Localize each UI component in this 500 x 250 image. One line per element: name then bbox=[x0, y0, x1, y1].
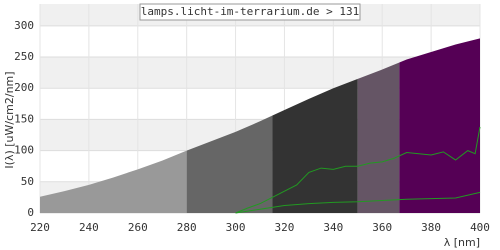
y-tick-label: 300 bbox=[14, 19, 34, 32]
spectrum-band bbox=[399, 38, 480, 214]
y-tick-label: 100 bbox=[14, 144, 34, 157]
y-tick-label: 150 bbox=[14, 112, 34, 125]
x-tick-label: 260 bbox=[128, 221, 148, 234]
y-tick-label: 50 bbox=[21, 175, 34, 188]
y-axis-label: I(λ) [uW/cm2/nm] bbox=[3, 71, 16, 168]
spectrum-band bbox=[40, 150, 187, 213]
x-tick-label: 220 bbox=[30, 221, 50, 234]
spectrum-band bbox=[272, 78, 358, 214]
spectrum-band bbox=[357, 62, 400, 213]
y-tick-label: 200 bbox=[14, 81, 34, 94]
spectrum-band bbox=[186, 115, 273, 213]
grid-band bbox=[40, 25, 480, 58]
title-box bbox=[139, 3, 361, 21]
measurement-line bbox=[235, 191, 481, 214]
measurement-line bbox=[235, 126, 481, 214]
y-tick-label: 0 bbox=[27, 206, 34, 219]
x-tick-label: 320 bbox=[275, 221, 295, 234]
x-tick-label: 360 bbox=[372, 221, 392, 234]
plot-area bbox=[39, 4, 481, 214]
x-tick-label: 340 bbox=[323, 221, 343, 234]
x-tick-label: 300 bbox=[226, 221, 246, 234]
x-tick-label: 280 bbox=[177, 221, 197, 234]
chart-title: lamps.licht-im-terrarium.de > 131 bbox=[141, 5, 360, 18]
x-axis-label: λ [nm] bbox=[444, 236, 480, 249]
x-tick-label: 400 bbox=[470, 221, 490, 234]
x-tick-label: 380 bbox=[421, 221, 441, 234]
x-tick-label: 240 bbox=[79, 221, 99, 234]
y-tick-label: 250 bbox=[14, 50, 34, 63]
